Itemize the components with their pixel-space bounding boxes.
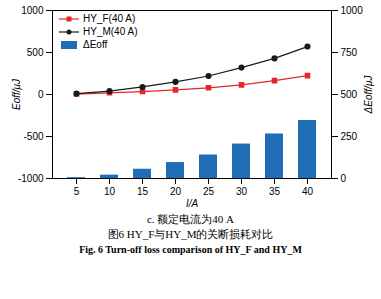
svg-text:0: 0 (341, 173, 347, 184)
html-text:图6 HY_F与HY_M的关断损耗对比: 图6 HY_F与HY_M的关断损耗对比 (107, 228, 274, 240)
svg-text:20: 20 (170, 186, 182, 197)
html-text:Fig. 6 Turn-off loss compariso: Fig. 6 Turn-off loss comparison of HY_F … (79, 244, 302, 255)
svg-text:0: 0 (38, 89, 44, 100)
svg-text:25: 25 (203, 186, 215, 197)
svg-text:10: 10 (104, 186, 116, 197)
svg-text:500: 500 (341, 89, 358, 100)
svg-text:I/A: I/A (186, 198, 199, 209)
svg-text:250: 250 (341, 131, 358, 142)
svg-text:5: 5 (74, 186, 80, 197)
svg-text:30: 30 (236, 186, 248, 197)
svg-text:750: 750 (341, 47, 358, 58)
html-text:c. 额定电流为40 A: c. 额定电流为40 A (147, 213, 234, 225)
svg-text:-500: -500 (23, 131, 43, 142)
svg-text:15: 15 (137, 186, 149, 197)
html-text:HY_M(40 A): HY_M(40 A) (83, 26, 138, 37)
html-text:ΔEoff: ΔEoff (83, 39, 108, 50)
svg-text:1000: 1000 (21, 5, 44, 16)
svg-text:Eoff/μJ: Eoff/μJ (11, 78, 22, 110)
svg-text:40: 40 (302, 186, 314, 197)
svg-text:ΔEoff/μJ: ΔEoff/μJ (363, 75, 374, 115)
svg-text:-1000: -1000 (18, 173, 44, 184)
svg-text:35: 35 (269, 186, 281, 197)
html-text:HY_F(40 A): HY_F(40 A) (83, 13, 136, 24)
svg-text:1000: 1000 (341, 5, 364, 16)
svg-text:500: 500 (27, 47, 44, 58)
